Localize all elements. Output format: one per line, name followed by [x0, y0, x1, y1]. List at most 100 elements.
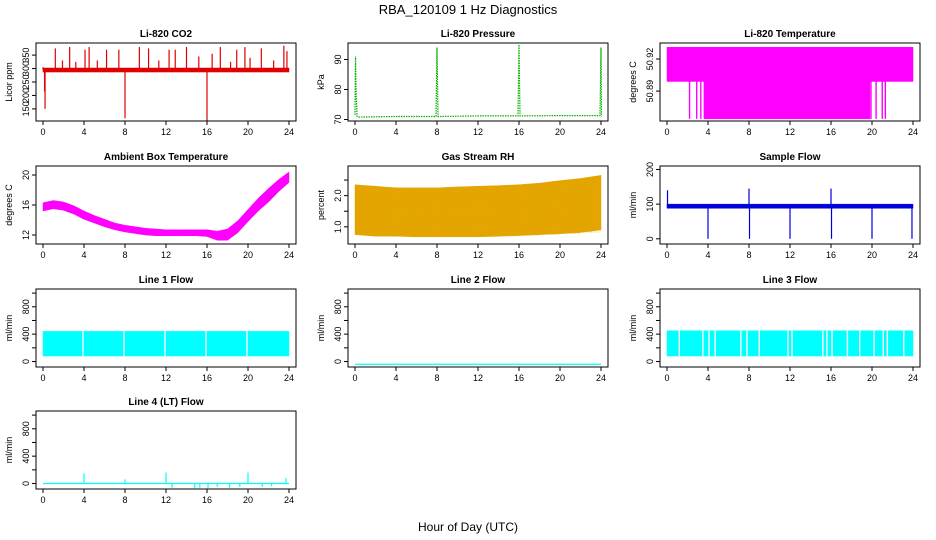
- panel-title: Line 2 Flow: [451, 275, 506, 286]
- panel-title: Gas Stream RH: [442, 152, 515, 163]
- y-tick-label: 12: [21, 230, 31, 240]
- panel-7: 0 4 8 12 16 20 24 0 400 800 Line 2 Flow ml/min: [316, 275, 609, 383]
- panel-ylabel: degrees C: [4, 184, 14, 226]
- plot-area: [43, 472, 289, 489]
- x-tick-label: 24: [284, 127, 294, 137]
- x-tick-label: 8: [122, 127, 127, 137]
- x-tick-label: 16: [202, 373, 212, 383]
- panel-4: 0 4 8 12 16 20 24 1.0 2.0 Gas Stream RH percent: [316, 152, 609, 260]
- x-tick-label: 16: [202, 250, 212, 260]
- x-tick-label: 8: [122, 250, 127, 260]
- y-tick-label: 400: [333, 327, 343, 342]
- panel-2: 0 4 8 12 16 20 24 50.89 50.92 Li-820 Temperature d…: [628, 29, 921, 137]
- x-tick-label: 16: [514, 250, 524, 260]
- plot-area: [666, 47, 914, 120]
- panel-title: Line 1 Flow: [139, 275, 194, 286]
- plot-area: [354, 175, 602, 238]
- x-tick-label: 0: [664, 373, 669, 383]
- x-tick-label: 12: [473, 127, 483, 137]
- y-tick-label: 200: [645, 162, 655, 177]
- y-tick-label: 100: [645, 197, 655, 212]
- x-tick-label: 0: [664, 127, 669, 137]
- x-tick-label: 0: [40, 495, 45, 505]
- x-tick-label: 24: [596, 250, 606, 260]
- series-band: [42, 331, 290, 357]
- x-tick-label: 20: [867, 373, 877, 383]
- panel-ylabel: percent: [316, 189, 326, 220]
- panel-3: 0 4 8 12 16 20 24 12 16 20 Ambient Box Temperature…: [4, 152, 297, 260]
- x-tick-label: 24: [908, 250, 918, 260]
- y-tick-label: 0: [645, 236, 655, 241]
- panel-frame: [347, 42, 609, 122]
- plot-area: [354, 44, 603, 118]
- x-tick-label: 16: [826, 373, 836, 383]
- y-tick-label: 250: [21, 74, 31, 89]
- x-tick-label: 4: [81, 373, 86, 383]
- panel-8: 0 4 8 12 16 20 24 0 400 800 Line 3 Flow ml/min: [628, 275, 921, 383]
- plot-area: [42, 331, 290, 357]
- y-tick-label: 1.0: [333, 221, 343, 234]
- x-tick-label: 12: [161, 495, 171, 505]
- y-tick-label: 16: [21, 200, 31, 210]
- y-tick-label: 400: [21, 449, 31, 464]
- panel-ylabel: ml/min: [628, 192, 638, 219]
- x-tick-label: 4: [705, 250, 710, 260]
- x-tick-label: 16: [514, 127, 524, 137]
- plot-area: [666, 330, 914, 357]
- y-tick-label: 200: [21, 88, 31, 103]
- x-tick-label: 4: [81, 495, 86, 505]
- y-tick-label: 90: [333, 54, 343, 64]
- x-tick-label: 8: [746, 127, 751, 137]
- panel-title: Line 4 (LT) Flow: [128, 397, 204, 408]
- x-tick-label: 8: [434, 250, 439, 260]
- x-tick-label: 4: [705, 127, 710, 137]
- x-tick-label: 24: [284, 250, 294, 260]
- series-band: [42, 67, 290, 73]
- y-tick-label: 80: [333, 84, 343, 94]
- y-tick-label: 400: [21, 327, 31, 342]
- panel-ylabel: ml/min: [628, 315, 638, 342]
- panel-1: 0 4 8 12 16 20 24 70 80 90 Li-820 Pressure kPa: [316, 29, 609, 137]
- x-tick-label: 4: [705, 373, 710, 383]
- panel-ylabel: degrees C: [628, 61, 638, 103]
- x-tick-label: 20: [555, 127, 565, 137]
- x-tick-label: 12: [473, 250, 483, 260]
- x-tick-label: 20: [243, 373, 253, 383]
- x-tick-label: 0: [664, 250, 669, 260]
- x-tick-label: 20: [867, 127, 877, 137]
- y-tick-label: 50.92: [645, 48, 655, 71]
- panel-frame: [347, 288, 609, 368]
- series-band: [666, 47, 914, 82]
- x-tick-label: 16: [826, 127, 836, 137]
- x-tick-label: 8: [122, 495, 127, 505]
- x-tick-label: 16: [514, 373, 524, 383]
- x-tick-label: 24: [284, 373, 294, 383]
- panel-ylabel: kPa: [316, 74, 326, 90]
- x-tick-label: 12: [161, 250, 171, 260]
- x-tick-label: 20: [243, 250, 253, 260]
- y-tick-label: 0: [21, 481, 31, 486]
- panel-ylabel: ml/min: [4, 315, 14, 342]
- y-tick-label: 800: [333, 299, 343, 314]
- x-tick-label: 0: [40, 373, 45, 383]
- panel-ylabel: ml/min: [316, 315, 326, 342]
- series-band: [703, 81, 871, 120]
- y-tick-label: 800: [21, 421, 31, 436]
- panel-title: Sample Flow: [759, 152, 820, 163]
- panel-5: 0 4 8 12 16 20 24 0 100 200 Sample Flow ml/min: [628, 152, 921, 260]
- x-tick-label: 12: [161, 373, 171, 383]
- x-tick-label: 20: [867, 250, 877, 260]
- panel-ylabel: Licor ppm: [4, 62, 14, 102]
- y-tick-label: 800: [21, 299, 31, 314]
- x-tick-label: 0: [352, 127, 357, 137]
- y-tick-label: 2.0: [333, 189, 343, 202]
- x-tick-label: 24: [596, 127, 606, 137]
- x-tick-label: 12: [161, 127, 171, 137]
- x-tick-label: 4: [81, 127, 86, 137]
- x-tick-label: 24: [284, 495, 294, 505]
- x-tick-label: 8: [434, 373, 439, 383]
- panel-6: 0 4 8 12 16 20 24 0 400 800 Line 1 Flow ml/min: [4, 275, 297, 383]
- x-tick-label: 0: [352, 250, 357, 260]
- x-tick-label: 8: [122, 373, 127, 383]
